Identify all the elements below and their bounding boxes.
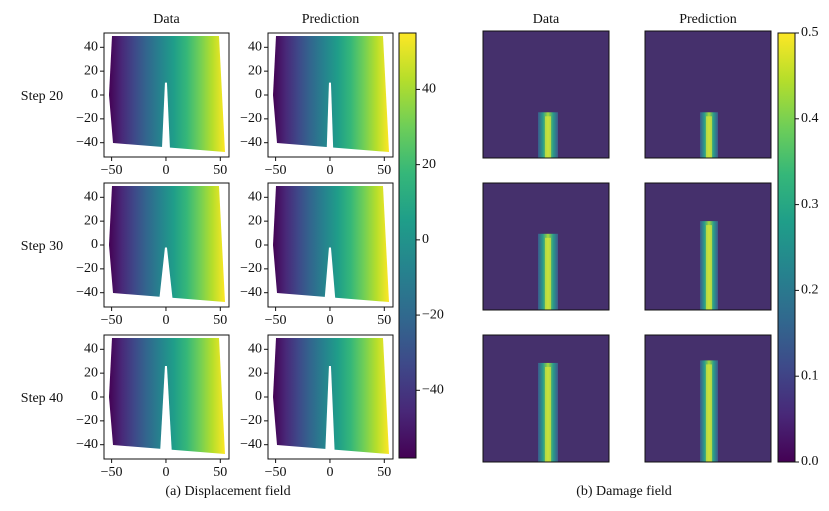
- field: [273, 186, 389, 302]
- column-header: Data: [533, 12, 560, 27]
- x-tick-label: 0: [326, 313, 333, 328]
- y-tick-label: 0: [91, 389, 98, 404]
- colorbar-tick-label: −40: [422, 383, 444, 398]
- x-tick-label: 0: [162, 313, 169, 328]
- y-tick-label: −40: [240, 285, 262, 300]
- row-label: Step 30: [21, 239, 63, 254]
- colorbar: [398, 32, 417, 459]
- colorbar-tick-label: 0.1: [801, 368, 819, 383]
- colorbar-tick-label: 0.5: [801, 25, 819, 40]
- x-tick-label: 50: [377, 465, 391, 480]
- colorbar-tick-label: 0.0: [801, 454, 819, 469]
- x-tick-label: 50: [213, 163, 227, 178]
- colorbar: [777, 32, 796, 463]
- y-tick-label: −20: [240, 413, 262, 428]
- y-tick-label: 40: [248, 342, 262, 357]
- caption: (b) Damage field: [576, 484, 672, 499]
- axes-frame: [644, 334, 772, 463]
- x-tick-label: 50: [213, 465, 227, 480]
- y-tick-label: 40: [248, 190, 262, 205]
- crack: [159, 366, 173, 459]
- x-tick-label: −50: [101, 163, 123, 178]
- y-tick-label: 0: [255, 389, 262, 404]
- column-header: Prediction: [302, 12, 360, 27]
- damage-core: [545, 116, 551, 158]
- crack: [161, 82, 171, 157]
- y-tick-label: 40: [84, 40, 98, 55]
- colorbar-tick-label: 0.4: [801, 111, 819, 126]
- row-label: Step 20: [21, 89, 63, 104]
- row-label: Step 40: [21, 391, 63, 406]
- field: [109, 186, 225, 302]
- y-tick-label: −40: [240, 135, 262, 150]
- colorbar-tick-label: −20: [422, 307, 444, 322]
- y-tick-label: 20: [248, 63, 262, 78]
- colorbar-tick-label: 40: [422, 82, 436, 97]
- crack: [323, 247, 336, 307]
- y-tick-label: 20: [84, 213, 98, 228]
- y-tick-label: 0: [255, 87, 262, 102]
- x-tick-label: 50: [377, 163, 391, 178]
- column-header: Data: [153, 12, 180, 27]
- axes-frame: [482, 182, 610, 311]
- y-tick-label: 0: [255, 237, 262, 252]
- y-tick-label: −20: [240, 111, 262, 126]
- y-tick-label: −20: [76, 261, 98, 276]
- y-tick-label: −40: [76, 437, 98, 452]
- crack: [326, 82, 334, 157]
- y-tick-label: 40: [84, 342, 98, 357]
- y-tick-label: −40: [240, 437, 262, 452]
- x-tick-label: −50: [265, 163, 287, 178]
- column-header: Prediction: [679, 12, 737, 27]
- damage-core: [545, 237, 551, 310]
- damage-core: [706, 225, 712, 310]
- x-tick-label: −50: [101, 313, 123, 328]
- damage-core: [545, 366, 551, 462]
- axes-frame: [482, 30, 610, 159]
- y-tick-label: 20: [84, 63, 98, 78]
- x-tick-label: 50: [377, 313, 391, 328]
- y-tick-label: −20: [76, 111, 98, 126]
- colorbar-tick-label: 20: [422, 157, 436, 172]
- y-tick-label: 20: [84, 365, 98, 380]
- damage-core: [706, 116, 712, 158]
- colorbar-tick-label: 0: [422, 232, 429, 247]
- axes-frame: [644, 30, 772, 159]
- crack: [324, 366, 335, 459]
- x-tick-label: 0: [162, 163, 169, 178]
- y-tick-label: 40: [84, 190, 98, 205]
- axes-frame: [644, 182, 772, 311]
- y-tick-label: −20: [76, 413, 98, 428]
- y-tick-label: 40: [248, 40, 262, 55]
- y-tick-label: 20: [248, 213, 262, 228]
- y-tick-label: 0: [91, 87, 98, 102]
- caption: (a) Displacement field: [165, 484, 290, 499]
- colorbar-tick-label: 0.3: [801, 197, 819, 212]
- x-tick-label: 0: [162, 465, 169, 480]
- axes-frame: [482, 334, 610, 463]
- colorbar-tick-label: 0.2: [801, 283, 819, 298]
- damage-core: [706, 364, 712, 462]
- x-tick-label: −50: [265, 465, 287, 480]
- x-tick-label: −50: [101, 465, 123, 480]
- crack: [158, 247, 174, 307]
- x-tick-label: −50: [265, 313, 287, 328]
- y-tick-label: −20: [240, 261, 262, 276]
- y-tick-label: 0: [91, 237, 98, 252]
- y-tick-label: 20: [248, 365, 262, 380]
- x-tick-label: 50: [213, 313, 227, 328]
- y-tick-label: −40: [76, 135, 98, 150]
- x-tick-label: 0: [326, 465, 333, 480]
- x-tick-label: 0: [326, 163, 333, 178]
- y-tick-label: −40: [76, 285, 98, 300]
